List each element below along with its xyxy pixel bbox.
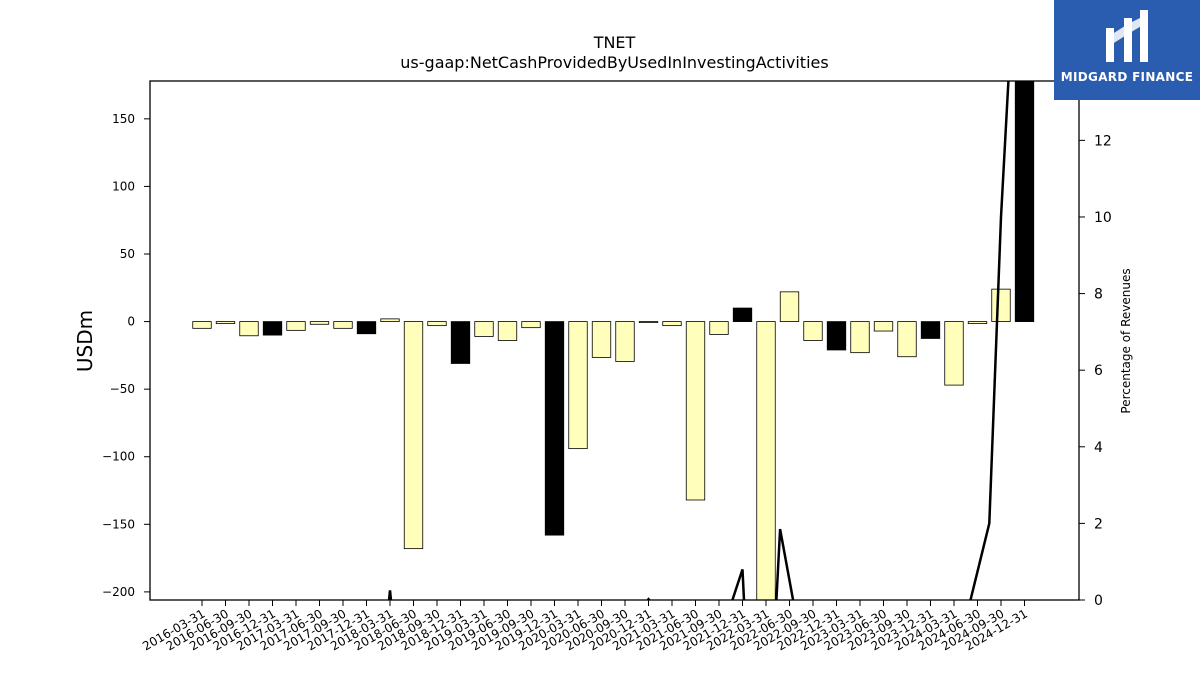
y2-tick-label: 8 bbox=[1094, 287, 1103, 303]
bar-2021-12-31 bbox=[732, 307, 753, 322]
bar-2020-12-31 bbox=[638, 321, 659, 323]
plot-frame bbox=[149, 80, 1080, 601]
bar-2018-06-30 bbox=[403, 321, 424, 550]
bar-2024-03-31 bbox=[944, 321, 964, 386]
y-tick-label: −150 bbox=[102, 517, 135, 531]
bar-2017-12-31 bbox=[356, 321, 377, 335]
bar-2017-03-31 bbox=[286, 321, 306, 331]
y-tick-label: 50 bbox=[120, 247, 135, 261]
logo-mark-icon bbox=[1106, 10, 1148, 62]
y-tick-label: −200 bbox=[102, 585, 135, 599]
bar-2024-12-31 bbox=[1014, 81, 1035, 322]
y-tick-label: 150 bbox=[112, 112, 135, 126]
bar-2018-03-31 bbox=[380, 318, 400, 322]
bar-2021-06-30 bbox=[685, 321, 706, 501]
bar-2016-12-31 bbox=[262, 321, 283, 336]
y-tick-label: 100 bbox=[112, 179, 135, 193]
bar-2019-09-30 bbox=[521, 321, 541, 329]
y2-tick-label: 2 bbox=[1094, 516, 1103, 532]
y-tick-label: 0 bbox=[127, 315, 135, 329]
bar-2016-06-30 bbox=[215, 321, 236, 325]
bar-2019-12-31 bbox=[544, 321, 565, 536]
bar-2019-06-30 bbox=[497, 321, 518, 341]
bar-2018-12-31 bbox=[450, 321, 471, 364]
y2-axis-label: Percentage of Revenues bbox=[1119, 268, 1133, 413]
bar-2016-03-31 bbox=[192, 321, 212, 329]
bar-2024-09-30 bbox=[991, 288, 1011, 322]
bar-2022-03-31 bbox=[756, 321, 776, 600]
y2-tick-label: 10 bbox=[1094, 210, 1112, 226]
bar-2016-09-30 bbox=[239, 321, 259, 337]
bar-2020-06-30 bbox=[591, 321, 612, 358]
bar-2017-06-30 bbox=[309, 321, 330, 325]
logo: MIDGARD FINANCE bbox=[1054, 0, 1200, 100]
y-tick-label: −50 bbox=[110, 382, 135, 396]
y-axis-label: USDm bbox=[73, 310, 97, 372]
y-axis: −200 −150 −100 −50 0 50 100 150 bbox=[102, 112, 150, 599]
revenue-percentage-line bbox=[387, 81, 1010, 600]
bar-2022-06-30 bbox=[779, 291, 800, 322]
x-axis: 2016-03-312016-06-302016-09-302016-12-31… bbox=[140, 600, 1030, 653]
chart-title: TNET bbox=[593, 33, 636, 52]
bar-2021-03-31 bbox=[662, 321, 682, 327]
bar-2023-09-30 bbox=[897, 321, 917, 358]
y-tick-label: −100 bbox=[102, 450, 135, 464]
y2-tick-label: 0 bbox=[1094, 593, 1103, 609]
bar-2020-09-30 bbox=[615, 321, 635, 362]
y2-tick-label: 12 bbox=[1094, 133, 1112, 149]
chart-subtitle: us-gaap:NetCashProvidedByUsedInInvesting… bbox=[400, 53, 828, 72]
bar-2023-06-30 bbox=[873, 321, 894, 332]
bar-2023-03-31 bbox=[850, 321, 870, 354]
bar-2018-09-30 bbox=[427, 321, 447, 327]
bar-2022-12-31 bbox=[826, 321, 847, 351]
bar-2017-09-30 bbox=[333, 321, 353, 329]
y2-tick-label: 4 bbox=[1094, 440, 1103, 456]
bar-2022-09-30 bbox=[803, 321, 823, 341]
bar-2023-12-31 bbox=[920, 321, 941, 339]
logo-text: MIDGARD FINANCE bbox=[1060, 70, 1194, 84]
bars-group bbox=[192, 81, 1035, 600]
line-group bbox=[387, 81, 1010, 600]
bar-2021-09-30 bbox=[709, 321, 729, 335]
bar-2020-03-31 bbox=[568, 321, 588, 450]
y2-tick-label: 6 bbox=[1094, 363, 1103, 379]
bar-2019-03-31 bbox=[474, 321, 494, 337]
y2-axis: 0 2 4 6 8 10 12 bbox=[1079, 133, 1112, 609]
bar-2024-06-30 bbox=[967, 321, 988, 325]
